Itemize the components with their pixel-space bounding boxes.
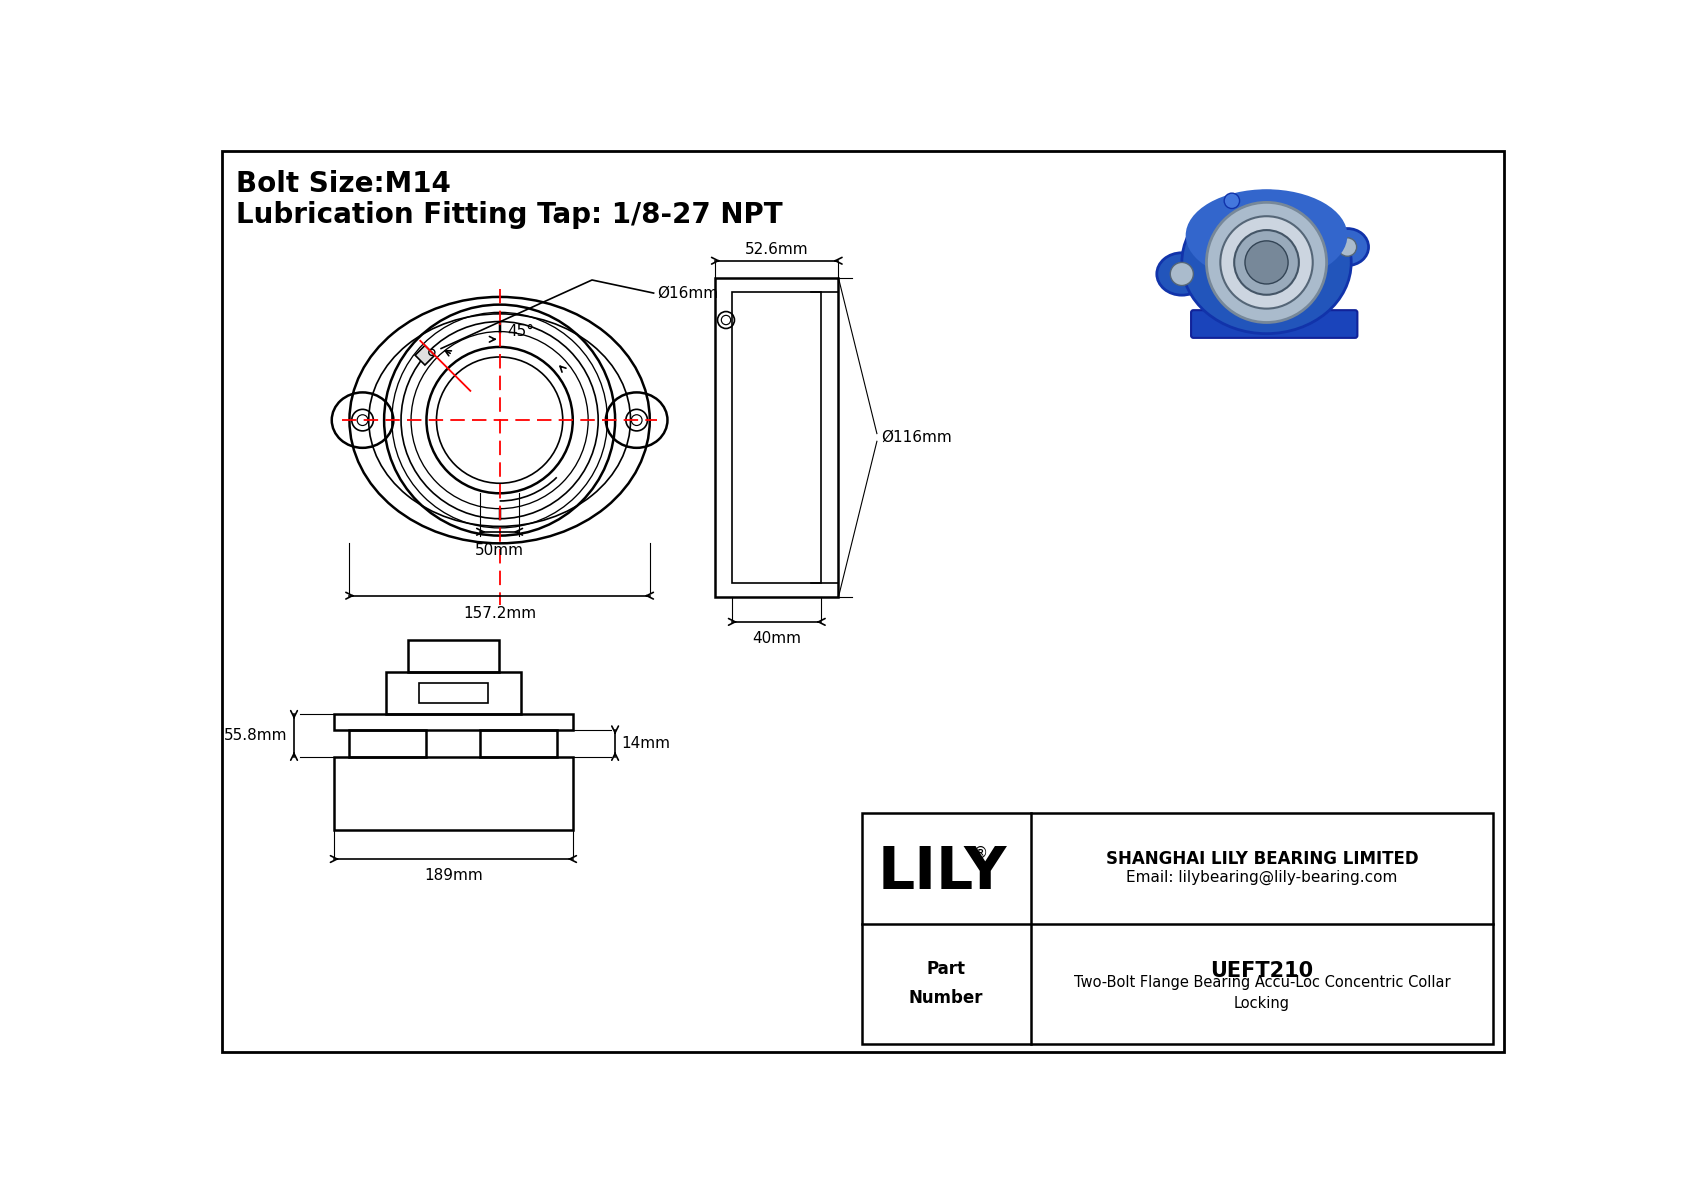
Circle shape [1206, 202, 1327, 323]
Text: 55.8mm: 55.8mm [224, 728, 288, 743]
Circle shape [1221, 217, 1314, 308]
Text: LILY: LILY [877, 843, 1007, 900]
Text: Lubrication Fitting Tap: 1/8-27 NPT: Lubrication Fitting Tap: 1/8-27 NPT [236, 200, 783, 229]
Text: 50mm: 50mm [475, 543, 524, 557]
Circle shape [1224, 193, 1239, 208]
Text: Part
Number: Part Number [909, 960, 983, 1008]
Ellipse shape [1327, 229, 1369, 266]
Ellipse shape [1186, 189, 1347, 282]
Text: Email: lilybearing@lily-bearing.com: Email: lilybearing@lily-bearing.com [1127, 869, 1398, 885]
Bar [333, 715, 573, 730]
Text: ®: ® [972, 846, 989, 860]
Bar [386, 672, 520, 715]
Text: 40mm: 40mm [753, 631, 802, 646]
Circle shape [1244, 241, 1288, 283]
Bar [333, 756, 573, 830]
Bar [480, 730, 557, 756]
Bar [862, 812, 1494, 1043]
Circle shape [1339, 238, 1357, 256]
Text: 189mm: 189mm [424, 868, 483, 884]
Text: 14mm: 14mm [621, 736, 670, 750]
Text: Two-Bolt Flange Bearing Accu-Loc Concentric Collar
Locking: Two-Bolt Flange Bearing Accu-Loc Concent… [1074, 975, 1450, 1011]
Bar [408, 640, 498, 672]
Bar [733, 292, 822, 584]
Bar [350, 730, 426, 756]
Text: Bolt Size:M14: Bolt Size:M14 [236, 170, 451, 198]
Bar [716, 278, 839, 597]
Text: 52.6mm: 52.6mm [744, 242, 808, 257]
Text: UEFT210: UEFT210 [1211, 961, 1314, 981]
Bar [416, 345, 434, 364]
Ellipse shape [1182, 192, 1351, 333]
Bar [419, 684, 488, 703]
Text: Ø16mm: Ø16mm [657, 286, 719, 300]
FancyBboxPatch shape [1191, 310, 1357, 338]
Text: 45°: 45° [507, 324, 534, 338]
Text: Ø116mm: Ø116mm [881, 430, 951, 445]
Text: SHANGHAI LILY BEARING LIMITED: SHANGHAI LILY BEARING LIMITED [1106, 850, 1418, 868]
Circle shape [1170, 262, 1194, 286]
Ellipse shape [1157, 252, 1207, 295]
Circle shape [1234, 230, 1298, 294]
Text: 157.2mm: 157.2mm [463, 606, 536, 622]
